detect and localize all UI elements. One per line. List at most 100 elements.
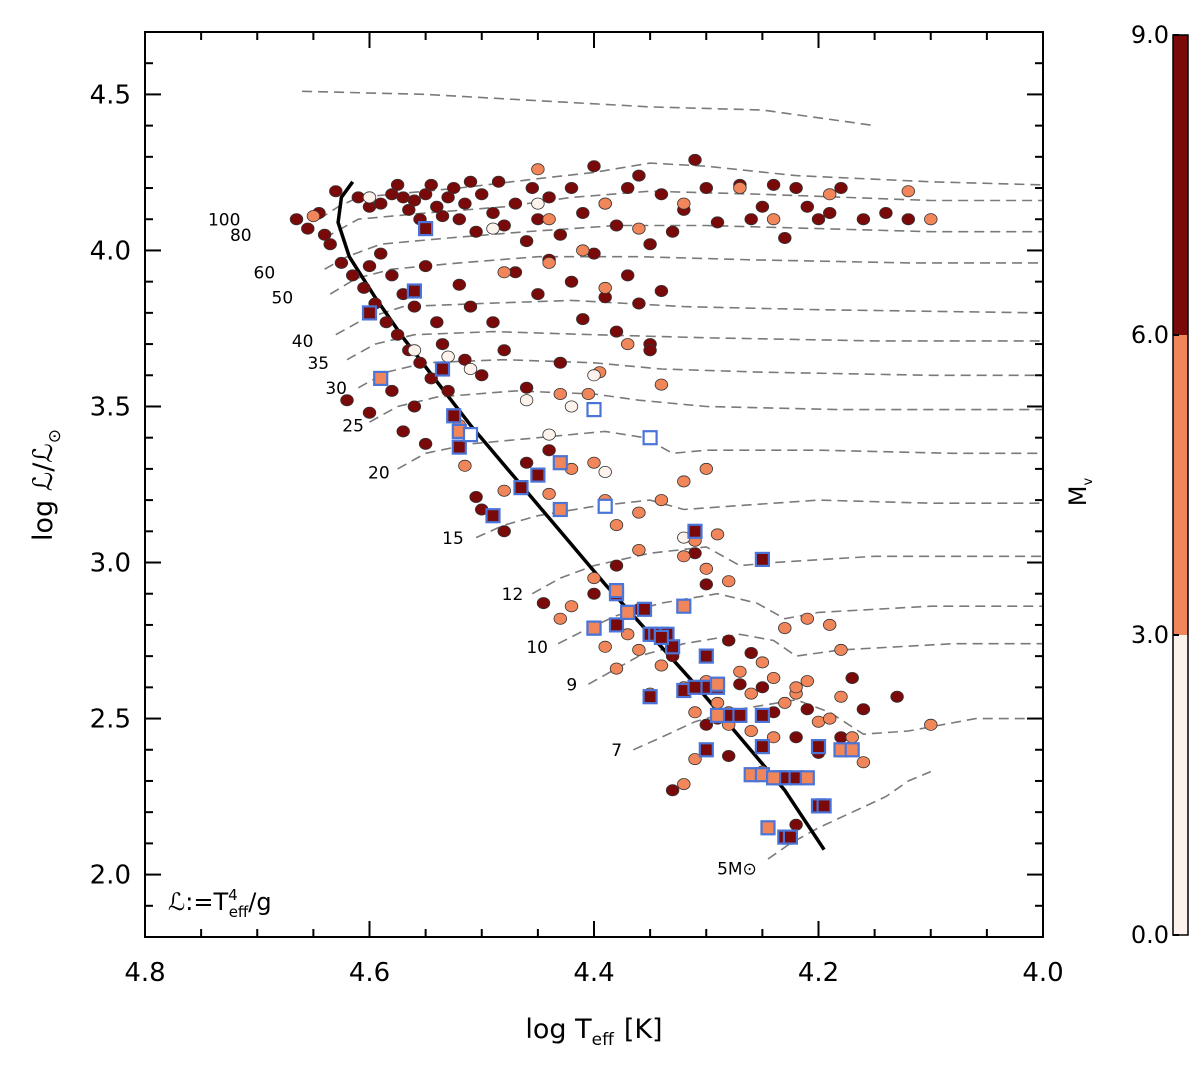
x-axis-ticks: 4.8 4.6 4.4 4.2 4.0 [124,32,1064,988]
star-point [710,696,725,709]
square-marker [636,601,653,617]
star-point [688,753,702,766]
star-point [789,818,803,831]
star-point [699,562,714,575]
y-axis-title: log ℒ/ℒ⊙ [28,429,65,541]
data-points [289,153,938,845]
star-point [823,188,837,201]
star-point [340,394,354,407]
square-marker [844,742,860,758]
colorbar-bin [1173,635,1188,935]
star-point [924,213,938,226]
star-point [452,278,467,291]
star-point [447,181,461,194]
star-point [621,628,635,641]
star-point [306,210,321,223]
star-point [766,731,781,744]
track-label: 10 [526,638,548,658]
colorbar-ticks: 0.0 3.0 6.0 9.0 [1131,21,1179,949]
track-line [346,330,1043,361]
star-point [587,572,601,585]
star-point [823,712,837,725]
star-point [688,547,702,560]
star-point [699,578,714,591]
star-point [744,647,758,660]
star-point [823,618,837,631]
star-point [553,387,568,400]
star-point [643,344,657,357]
star-point [351,191,366,204]
track-label: 30 [325,379,347,399]
star-point [722,634,736,647]
star-point [688,706,702,719]
star-point [845,731,859,744]
star-point [587,587,601,600]
square-marker [653,629,670,646]
star-point [441,384,455,397]
x-tick-label: 4.2 [798,958,839,988]
star-point [329,185,343,198]
star-point [486,316,500,329]
star-point [587,247,601,260]
star-point [486,222,500,235]
star-point [789,731,803,744]
track-line [324,190,1043,239]
star-point [654,659,669,672]
square-marker [754,707,771,724]
track-label: 25 [342,416,364,436]
star-point [744,213,758,226]
star-point [609,519,624,532]
square-marker [765,770,782,786]
star-point [289,213,304,226]
track-label: 50 [272,289,294,309]
colorbar-tick-label: 3.0 [1131,621,1169,649]
star-point [598,465,612,478]
star-point [441,191,455,204]
y-axis-ticks: 2.0 2.5 3.0 3.5 4.0 4.5 [90,62,1043,907]
star-point [598,281,612,294]
track-line [369,390,1043,423]
star-point [598,197,612,210]
square-marker [552,455,568,471]
star-point [418,188,433,201]
track-line [335,299,1044,336]
star-point [418,437,433,450]
track-line [397,430,1043,470]
x-tick-label: 4.6 [349,958,390,988]
star-point [890,690,904,703]
star-point [665,784,680,797]
zams-line [336,180,826,851]
star-point [699,181,714,194]
star-point [621,269,635,282]
star-point [744,687,758,700]
star-point [390,328,405,341]
track-line [329,255,1043,295]
star-point [531,197,545,210]
square-marker [530,467,546,483]
star-point [722,750,736,763]
star-point [542,191,556,204]
track-label: 12 [502,585,524,605]
star-point [542,487,556,500]
star-point [755,200,770,213]
star-point [531,288,545,301]
star-point [823,206,837,219]
star-point [525,181,540,194]
star-point [576,206,590,219]
square-marker [513,480,529,496]
track-label: 5M⊙ [717,860,757,880]
square-marker [608,582,625,599]
star-point [811,213,826,226]
star-point [677,778,691,791]
square-marker [406,283,422,299]
star-point [424,372,438,385]
star-point [778,231,792,244]
star-point [744,725,758,738]
star-point [362,191,377,204]
colorbar-tick-label: 9.0 [1131,21,1169,49]
square-marker [446,408,462,424]
star-point [301,222,315,235]
star-point [587,456,601,469]
square-marker [698,742,714,758]
